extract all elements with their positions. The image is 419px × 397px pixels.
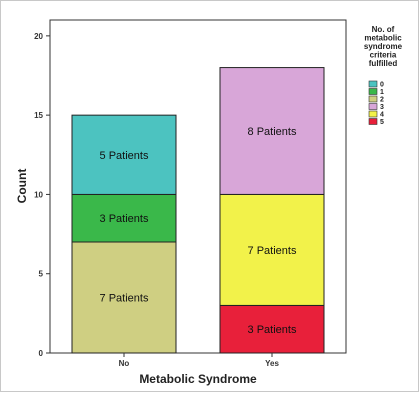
x-axis-label: Metabolic Syndrome xyxy=(139,372,257,386)
legend-swatch xyxy=(368,80,378,88)
bar-segment xyxy=(71,193,177,243)
y-tick-label: 15 xyxy=(34,111,43,120)
legend-entry-label: 1 xyxy=(380,89,384,96)
legend-entry-label: 0 xyxy=(380,82,384,89)
x-tick-label: Yes xyxy=(265,359,279,368)
x-axis: No Yes xyxy=(119,353,279,368)
y-tick-label: 0 xyxy=(39,349,44,358)
legend-swatch xyxy=(368,88,378,95)
legend-title-line: syndrome xyxy=(364,42,403,51)
legend-entry-label: 5 xyxy=(380,119,384,126)
y-axis: 0 5 10 15 20 xyxy=(34,32,50,358)
legend-entry-label: 2 xyxy=(380,97,384,104)
x-tick-label: No xyxy=(119,359,130,368)
bar-segment-label: 3 Patients xyxy=(248,324,297,336)
bar-segment-label: 7 Patients xyxy=(100,293,149,305)
legend-title-line: No. of xyxy=(372,25,395,34)
legend-swatch xyxy=(368,103,378,110)
legend-entry-label: 4 xyxy=(380,112,384,119)
bar-segment-label: 3 Patients xyxy=(100,213,149,225)
legend-title-line: metabolic xyxy=(364,34,402,43)
legend-swatch xyxy=(368,118,378,125)
bars: 7 Patients 3 Patients 5 Patients 3 Patients… xyxy=(71,67,325,354)
bar-segment xyxy=(219,67,325,195)
y-tick-label: 10 xyxy=(34,190,43,199)
legend-title-line: criteria xyxy=(370,51,397,60)
bar-segment xyxy=(71,114,177,195)
legend-title-line: fulfilled xyxy=(369,59,398,68)
y-tick-label: 5 xyxy=(39,270,44,279)
legend: No. ofmetabolicsyndromecriteriafulfilled… xyxy=(364,25,403,126)
legend-swatch xyxy=(368,95,378,103)
bar-segment-label: 8 Patients xyxy=(248,126,297,138)
legend-entry-label: 3 xyxy=(380,104,384,111)
bar-segment-label: 7 Patients xyxy=(248,245,297,257)
y-axis-label: Count xyxy=(15,169,29,204)
bar-segment-label: 5 Patients xyxy=(100,150,149,162)
legend-swatch xyxy=(368,110,378,118)
y-tick-label: 20 xyxy=(34,32,43,41)
